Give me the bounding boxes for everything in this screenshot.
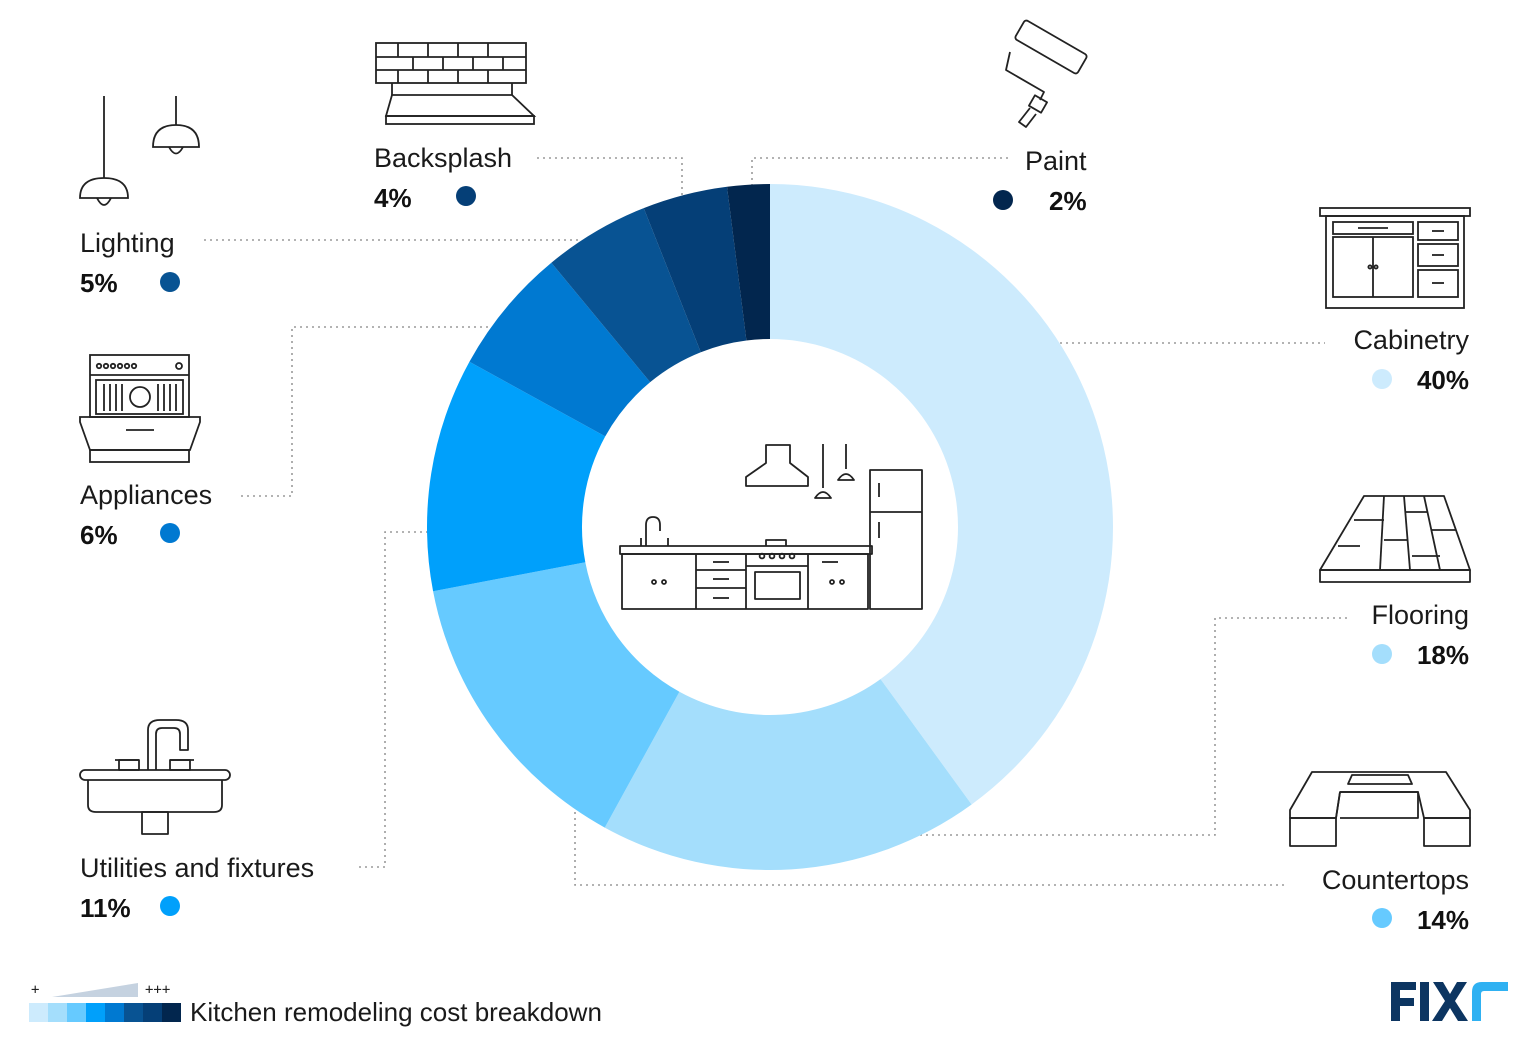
fixr-logo [1391, 982, 1508, 1021]
label-cabinetry: Cabinetry [1353, 325, 1469, 355]
label-flooring: Flooring [1371, 600, 1469, 630]
dot-lighting [160, 272, 180, 292]
scale-swatch-5 [105, 1003, 124, 1022]
label-appliances: Appliances [80, 480, 213, 510]
slice-lighting [551, 208, 701, 383]
slice-flooring [604, 679, 972, 870]
cabinet-icon [1319, 207, 1471, 309]
dot-appliances [160, 523, 180, 543]
scale-swatch-3 [67, 1003, 86, 1022]
scale-swatch-2 [48, 1003, 67, 1022]
paint-roller-icon [1005, 19, 1088, 128]
wood-flooring-icon [1319, 495, 1471, 583]
scale-swatch-6 [124, 1003, 143, 1022]
scale-swatch-4 [86, 1003, 105, 1022]
sink-faucet-icon [79, 719, 231, 835]
slice-utilities-and-fixtures [427, 361, 606, 592]
label-countertops: Countertops [1321, 865, 1469, 895]
dot-backsplash [456, 186, 476, 206]
kitchen-icon [619, 444, 923, 610]
value-backsplash: 4% [374, 183, 412, 213]
slice-backsplash [643, 186, 747, 353]
value-paint: 2% [1049, 186, 1087, 216]
dot-utilities [160, 896, 180, 916]
label-backsplash: Backsplash [374, 143, 513, 173]
scale-swatch-8 [162, 1003, 181, 1022]
countertop-icon [1289, 771, 1471, 847]
leader-utilities [358, 531, 428, 868]
scale-swatch-7 [143, 1003, 162, 1022]
dot-countertops [1372, 908, 1392, 928]
label-paint: Paint [1025, 146, 1087, 176]
label-utilities: Utilities and fixtures [80, 853, 315, 883]
leader-countertops [574, 812, 1288, 886]
value-utilities: 11% [80, 893, 131, 923]
slice-appliances [469, 262, 651, 437]
dot-flooring [1372, 644, 1392, 664]
chart-title: Kitchen remodeling cost breakdown [190, 997, 602, 1027]
scale-wedge [52, 983, 138, 997]
slice-countertops [433, 562, 680, 828]
value-lighting: 5% [80, 268, 118, 298]
leader-lines [200, 157, 1350, 886]
scale-swatch-1 [29, 1003, 48, 1022]
dot-cabinetry [1372, 369, 1392, 389]
leader-appliances [240, 326, 488, 497]
label-lighting: Lighting [80, 228, 175, 258]
dishwasher-icon [79, 354, 201, 463]
value-cabinetry: 40% [1416, 365, 1469, 395]
scale-low-marker: + [31, 982, 40, 998]
leader-backsplash [535, 157, 683, 195]
scale-high-marker: +++ [145, 982, 171, 998]
value-appliances: 6% [80, 520, 118, 550]
leader-flooring [920, 617, 1350, 836]
slice-paint [727, 184, 770, 341]
value-flooring: 18% [1416, 640, 1469, 670]
slice-cabinetry [770, 184, 1114, 805]
color-scale [29, 1003, 181, 1022]
leader-paint [751, 157, 1012, 186]
donut-ring [427, 184, 1114, 870]
value-countertops: 14% [1416, 905, 1469, 935]
pendant-lights-icon [79, 96, 200, 206]
dot-paint [993, 190, 1013, 210]
brick-backsplash-icon [375, 42, 537, 125]
